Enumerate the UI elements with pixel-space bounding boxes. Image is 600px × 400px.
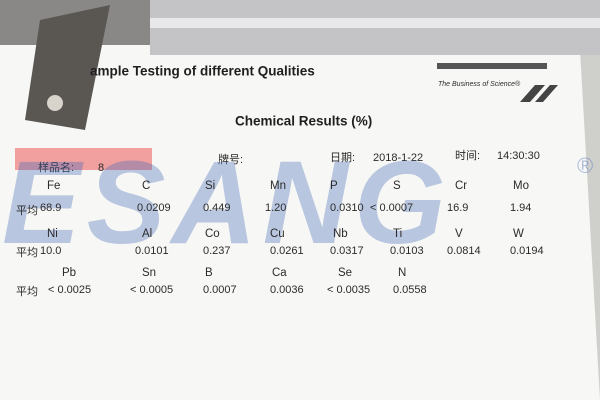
element-value: 1.20: [265, 202, 286, 214]
element-value: 0.0209: [137, 202, 171, 214]
element-value: < 0.0035: [327, 284, 370, 296]
element-value: 0.0194: [510, 245, 544, 257]
element-symbol: Cr: [455, 180, 467, 192]
element-symbol: Pb: [62, 267, 76, 279]
element-value: 0.0007: [203, 284, 237, 296]
element-symbol: Ti: [393, 228, 402, 240]
sample-spot: [47, 95, 63, 111]
element-value: 0.0036: [270, 284, 304, 296]
element-symbol: Nb: [333, 228, 348, 240]
element-value: 0.0101: [135, 245, 169, 257]
watermark: ESANG: [2, 137, 452, 269]
foil-shine: [150, 18, 600, 28]
avg-label: 平均: [16, 246, 38, 259]
paper: [0, 40, 600, 400]
element-value: 10.0: [40, 245, 61, 257]
element-value: 0.0103: [390, 245, 424, 257]
element-symbol: Se: [338, 267, 352, 279]
element-value: 16.9: [447, 202, 468, 214]
element-value: < 0.0007: [370, 202, 413, 214]
element-value: 68.9: [40, 202, 61, 214]
element-value: 0.0310: [330, 202, 364, 214]
watermark-mark: ®: [577, 153, 593, 178]
element-value: 1.94: [510, 202, 531, 214]
element-value: 0.237: [203, 245, 231, 257]
element-value: 0.0261: [270, 245, 304, 257]
heading: Chemical Results (%): [235, 114, 372, 129]
sample: 8: [98, 162, 104, 174]
element-symbol: Sn: [142, 267, 156, 279]
element-symbol: Ni: [47, 228, 58, 240]
element-symbol: Fe: [47, 180, 60, 192]
element-symbol: Mn: [270, 180, 286, 192]
time: 14:30:30: [497, 150, 540, 162]
element-symbol: Ca: [272, 267, 287, 279]
element-value: 0.449: [203, 202, 231, 214]
logo-bar: [437, 63, 547, 69]
element-symbol: V: [455, 228, 463, 240]
element-symbol: Cu: [270, 228, 285, 240]
element-value: 0.0317: [330, 245, 364, 257]
element-value: < 0.0025: [48, 284, 91, 296]
date: 2018-1-22: [373, 152, 423, 164]
element-symbol: B: [205, 267, 213, 279]
highlight-bar: [15, 148, 152, 170]
element-symbol: C: [142, 180, 150, 192]
sample-label: 样品名:: [38, 160, 74, 174]
element-symbol: S: [393, 180, 401, 192]
element-value: < 0.0005: [130, 284, 173, 296]
tagline: The Business of Science®: [438, 80, 521, 88]
logo-mark: [520, 85, 558, 102]
element-value: 0.0558: [393, 284, 427, 296]
grade-label: 牌号:: [218, 152, 243, 166]
element-symbol: Co: [205, 228, 220, 240]
time-label: 时间:: [455, 149, 480, 162]
element-symbol: N: [398, 267, 406, 279]
element-symbol: W: [513, 228, 524, 240]
avg-label: 平均: [16, 204, 38, 217]
element-symbol: Si: [205, 180, 215, 192]
element-symbol: P: [330, 180, 338, 192]
element-symbol: Mo: [513, 180, 529, 192]
doc-title: ample Testing of different Qualities: [90, 64, 315, 79]
element-value: 0.0814: [447, 245, 481, 257]
element-symbol: Al: [142, 228, 152, 240]
date-label: 日期:: [330, 151, 355, 164]
avg-label: 平均: [16, 285, 38, 298]
metal-sample: [25, 5, 110, 130]
